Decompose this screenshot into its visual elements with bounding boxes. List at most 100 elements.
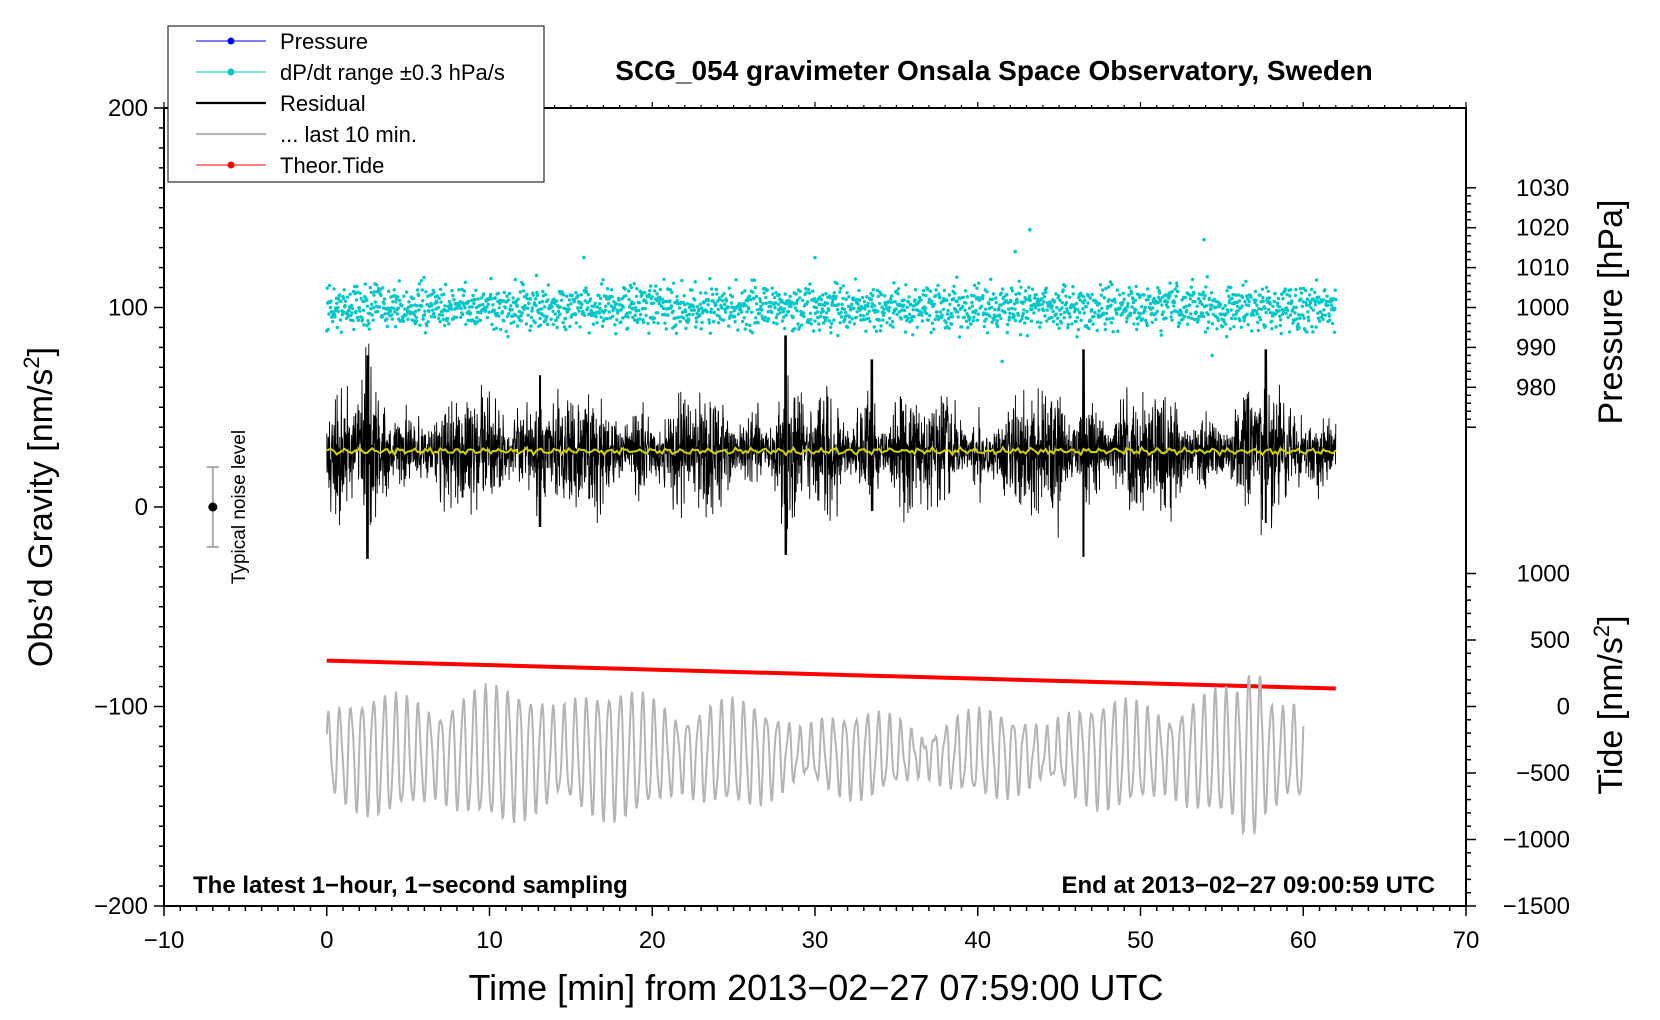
- dpdt-point: [430, 303, 434, 307]
- dpdt-point: [745, 310, 749, 314]
- dpdt-point: [920, 313, 924, 317]
- dpdt-point: [637, 301, 641, 305]
- dpdt-point: [831, 294, 835, 298]
- dpdt-point: [1054, 312, 1059, 316]
- dpdt-point: [632, 301, 636, 306]
- dpdt-point: [652, 316, 657, 320]
- dpdt-point: [409, 304, 414, 308]
- dpdt-point: [687, 318, 691, 322]
- dpdt-point: [482, 292, 486, 296]
- dpdt-point: [509, 321, 513, 325]
- dpdt-point: [1111, 330, 1115, 334]
- dpdt-point: [930, 299, 934, 304]
- dpdt-point: [750, 330, 755, 335]
- dpdt-point: [1107, 285, 1111, 289]
- tick-labels: −10 0 10 20 30 40 50 60 702001000−100−2001030102…: [94, 95, 1570, 954]
- dpdt-point: [515, 324, 520, 328]
- dpdt-point: [729, 301, 734, 305]
- dpdt-point: [1140, 305, 1144, 309]
- dpdt-point: [1101, 312, 1106, 317]
- dpdt-point: [1078, 298, 1082, 302]
- dpdt-point: [684, 326, 688, 331]
- last-10-min-line: [325, 675, 1305, 837]
- dpdt-point: [815, 299, 819, 304]
- dpdt-point: [670, 290, 674, 295]
- dpdt-point: [492, 327, 496, 331]
- dpdt-point: [1200, 302, 1205, 307]
- dpdt-point: [693, 280, 697, 284]
- x-tick-label: 60: [1290, 927, 1317, 954]
- dpdt-point: [1280, 312, 1285, 316]
- dpdt-point: [520, 311, 524, 315]
- dpdt-point: [749, 297, 753, 302]
- dpdt-point: [825, 301, 830, 305]
- dpdt-point: [385, 317, 389, 321]
- dpdt-point: [352, 327, 356, 332]
- dpdt-point: [920, 319, 925, 323]
- dpdt-point: [1109, 303, 1113, 307]
- dpdt-point: [1081, 301, 1086, 305]
- dpdt-point: [1230, 296, 1234, 301]
- dpdt-point: [1157, 291, 1162, 295]
- dpdt-point: [794, 301, 799, 305]
- dpdt-point: [752, 278, 757, 282]
- dpdt-point: [913, 298, 917, 302]
- dpdt-point: [408, 312, 412, 316]
- dpdt-point: [876, 294, 880, 298]
- dpdt-point: [1066, 323, 1071, 327]
- dpdt-point: [1296, 322, 1300, 326]
- dpdt-point: [1006, 322, 1010, 327]
- dpdt-point: [1075, 335, 1079, 339]
- dpdt-point: [817, 328, 822, 332]
- dpdt-point: [902, 298, 906, 302]
- dpdt-point: [987, 302, 991, 306]
- dpdt-point: [1090, 292, 1094, 297]
- dpdt-point: [1107, 298, 1111, 302]
- dpdt-point: [876, 309, 880, 313]
- dpdt-point: [1173, 287, 1177, 291]
- dpdt-point: [1243, 299, 1247, 304]
- dpdt-point: [968, 316, 972, 320]
- dpdt-point: [531, 293, 535, 297]
- dpdt-point: [1129, 311, 1133, 315]
- dpdt-point: [1334, 297, 1338, 302]
- dpdt-point: [513, 277, 517, 282]
- dpdt-point: [870, 304, 874, 309]
- dpdt-point: [1181, 317, 1185, 321]
- dpdt-point: [1303, 288, 1308, 293]
- dpdt-point: [740, 319, 745, 324]
- dpdt-point: [1019, 285, 1023, 289]
- dpdt-point: [1332, 330, 1337, 334]
- dpdt-point: [997, 313, 1002, 317]
- dpdt-point: [1099, 293, 1104, 297]
- dpdt-point: [883, 294, 887, 298]
- dpdt-point: [1017, 279, 1021, 283]
- dpdt-point: [563, 316, 568, 321]
- dpdt-point: [1229, 308, 1233, 312]
- dpdt-point: [806, 287, 811, 292]
- y-tick-label: 0: [135, 494, 148, 521]
- dpdt-point: [553, 312, 557, 316]
- dpdt-point: [811, 329, 816, 333]
- dpdt-point: [985, 331, 990, 335]
- dpdt-point: [1033, 296, 1037, 300]
- dpdt-point: [326, 327, 330, 332]
- dpdt-point: [736, 328, 740, 332]
- dpdt-point: [417, 282, 422, 286]
- dpdt-point: [727, 286, 731, 290]
- dpdt-point: [1246, 297, 1250, 301]
- dpdt-point: [995, 319, 999, 323]
- dpdt-point: [588, 297, 593, 301]
- pressure-tick-label: 1010: [1516, 255, 1569, 282]
- dpdt-point: [1311, 308, 1316, 312]
- dpdt-point: [1293, 293, 1298, 298]
- dpdt-point: [610, 295, 614, 299]
- dpdt-point: [390, 313, 394, 317]
- plot-frame: [163, 107, 1467, 907]
- dpdt-point: [485, 305, 489, 309]
- dpdt-point: [828, 325, 833, 329]
- dpdt-point: [775, 322, 779, 326]
- dpdt-point: [834, 294, 838, 299]
- dpdt-point: [836, 333, 840, 338]
